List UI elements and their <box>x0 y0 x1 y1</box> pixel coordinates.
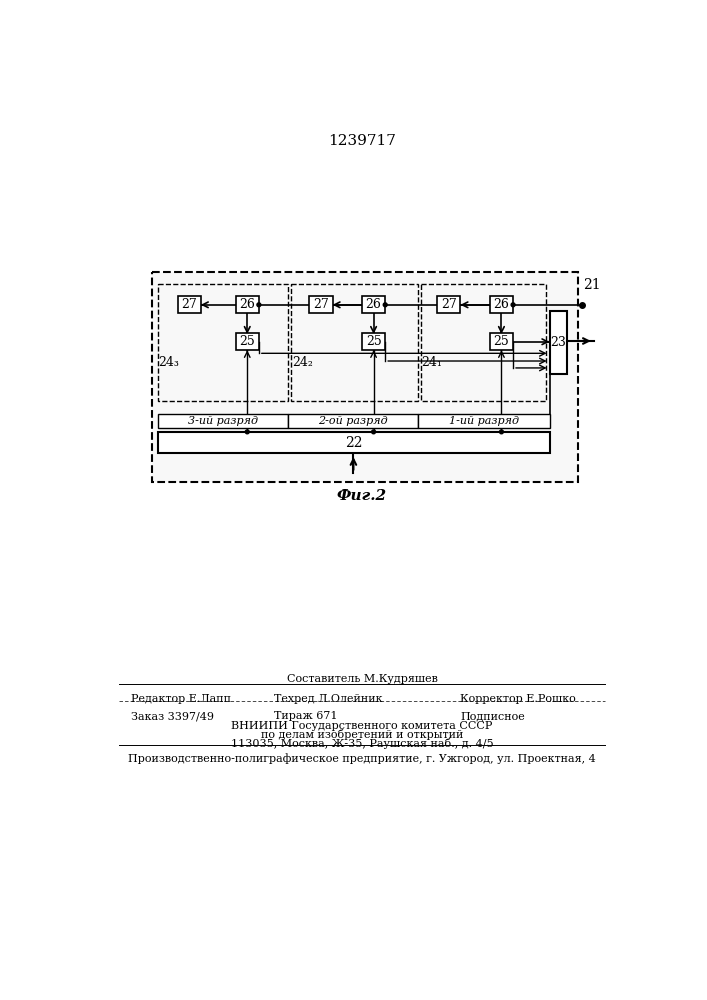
Circle shape <box>372 430 375 434</box>
Circle shape <box>500 430 503 434</box>
Polygon shape <box>549 311 566 374</box>
Text: 3-ий разряд: 3-ий разряд <box>188 416 258 426</box>
Polygon shape <box>490 333 513 350</box>
Polygon shape <box>235 333 259 350</box>
Text: 25: 25 <box>366 335 382 348</box>
Text: 24₃: 24₃ <box>158 356 179 369</box>
Polygon shape <box>362 333 385 350</box>
Polygon shape <box>418 414 549 428</box>
Text: 2-ой разряд: 2-ой разряд <box>318 416 388 426</box>
Text: 27: 27 <box>181 298 197 311</box>
Text: Тираж 671: Тираж 671 <box>274 711 338 721</box>
Text: по делам изобретений и открытий: по делам изобретений и открытий <box>261 729 463 740</box>
Text: 21: 21 <box>583 278 600 292</box>
Polygon shape <box>235 296 259 313</box>
Text: 1-ий разряд: 1-ий разряд <box>449 416 519 426</box>
Text: Техред Л.Олейник: Техред Л.Олейник <box>274 694 383 704</box>
Polygon shape <box>490 296 513 313</box>
Polygon shape <box>437 296 460 313</box>
Text: Корректор Е.Рошко: Корректор Е.Рошко <box>460 694 576 704</box>
Text: 27: 27 <box>313 298 329 311</box>
Polygon shape <box>362 296 385 313</box>
Text: 25: 25 <box>493 335 509 348</box>
Polygon shape <box>158 432 549 453</box>
Polygon shape <box>309 296 332 313</box>
Text: 23: 23 <box>550 336 566 349</box>
Text: 24₂: 24₂ <box>292 356 313 369</box>
Text: Подписное: Подписное <box>460 711 525 721</box>
Text: 24₁: 24₁ <box>421 356 443 369</box>
Polygon shape <box>152 272 578 482</box>
Text: Редактор Е.Лапп: Редактор Е.Лапп <box>131 694 231 704</box>
Text: Составитель М.Кудряшев: Составитель М.Кудряшев <box>286 674 438 684</box>
Text: 1239717: 1239717 <box>328 134 396 148</box>
Text: 113035, Москва, Ж-35, Раушская наб., д. 4/5: 113035, Москва, Ж-35, Раушская наб., д. … <box>230 738 493 749</box>
Text: Производственно-полиграфическое предприятие, г. Ужгород, ул. Проектная, 4: Производственно-полиграфическое предприя… <box>128 754 596 764</box>
Text: Заказ 3397/49: Заказ 3397/49 <box>131 711 214 721</box>
Polygon shape <box>158 414 288 428</box>
Text: 27: 27 <box>441 298 457 311</box>
Text: Фиг.2: Фиг.2 <box>337 489 387 503</box>
Text: 26: 26 <box>493 298 509 311</box>
Text: 25: 25 <box>240 335 255 348</box>
Text: 22: 22 <box>345 436 363 450</box>
Polygon shape <box>288 414 418 428</box>
Text: ВНИИПИ Государственного комитета СССР: ВНИИПИ Государственного комитета СССР <box>231 721 493 731</box>
Text: 26: 26 <box>239 298 255 311</box>
Circle shape <box>245 430 249 434</box>
Circle shape <box>511 303 515 307</box>
Circle shape <box>257 303 261 307</box>
Polygon shape <box>177 296 201 313</box>
Circle shape <box>383 303 387 307</box>
Text: 26: 26 <box>366 298 382 311</box>
